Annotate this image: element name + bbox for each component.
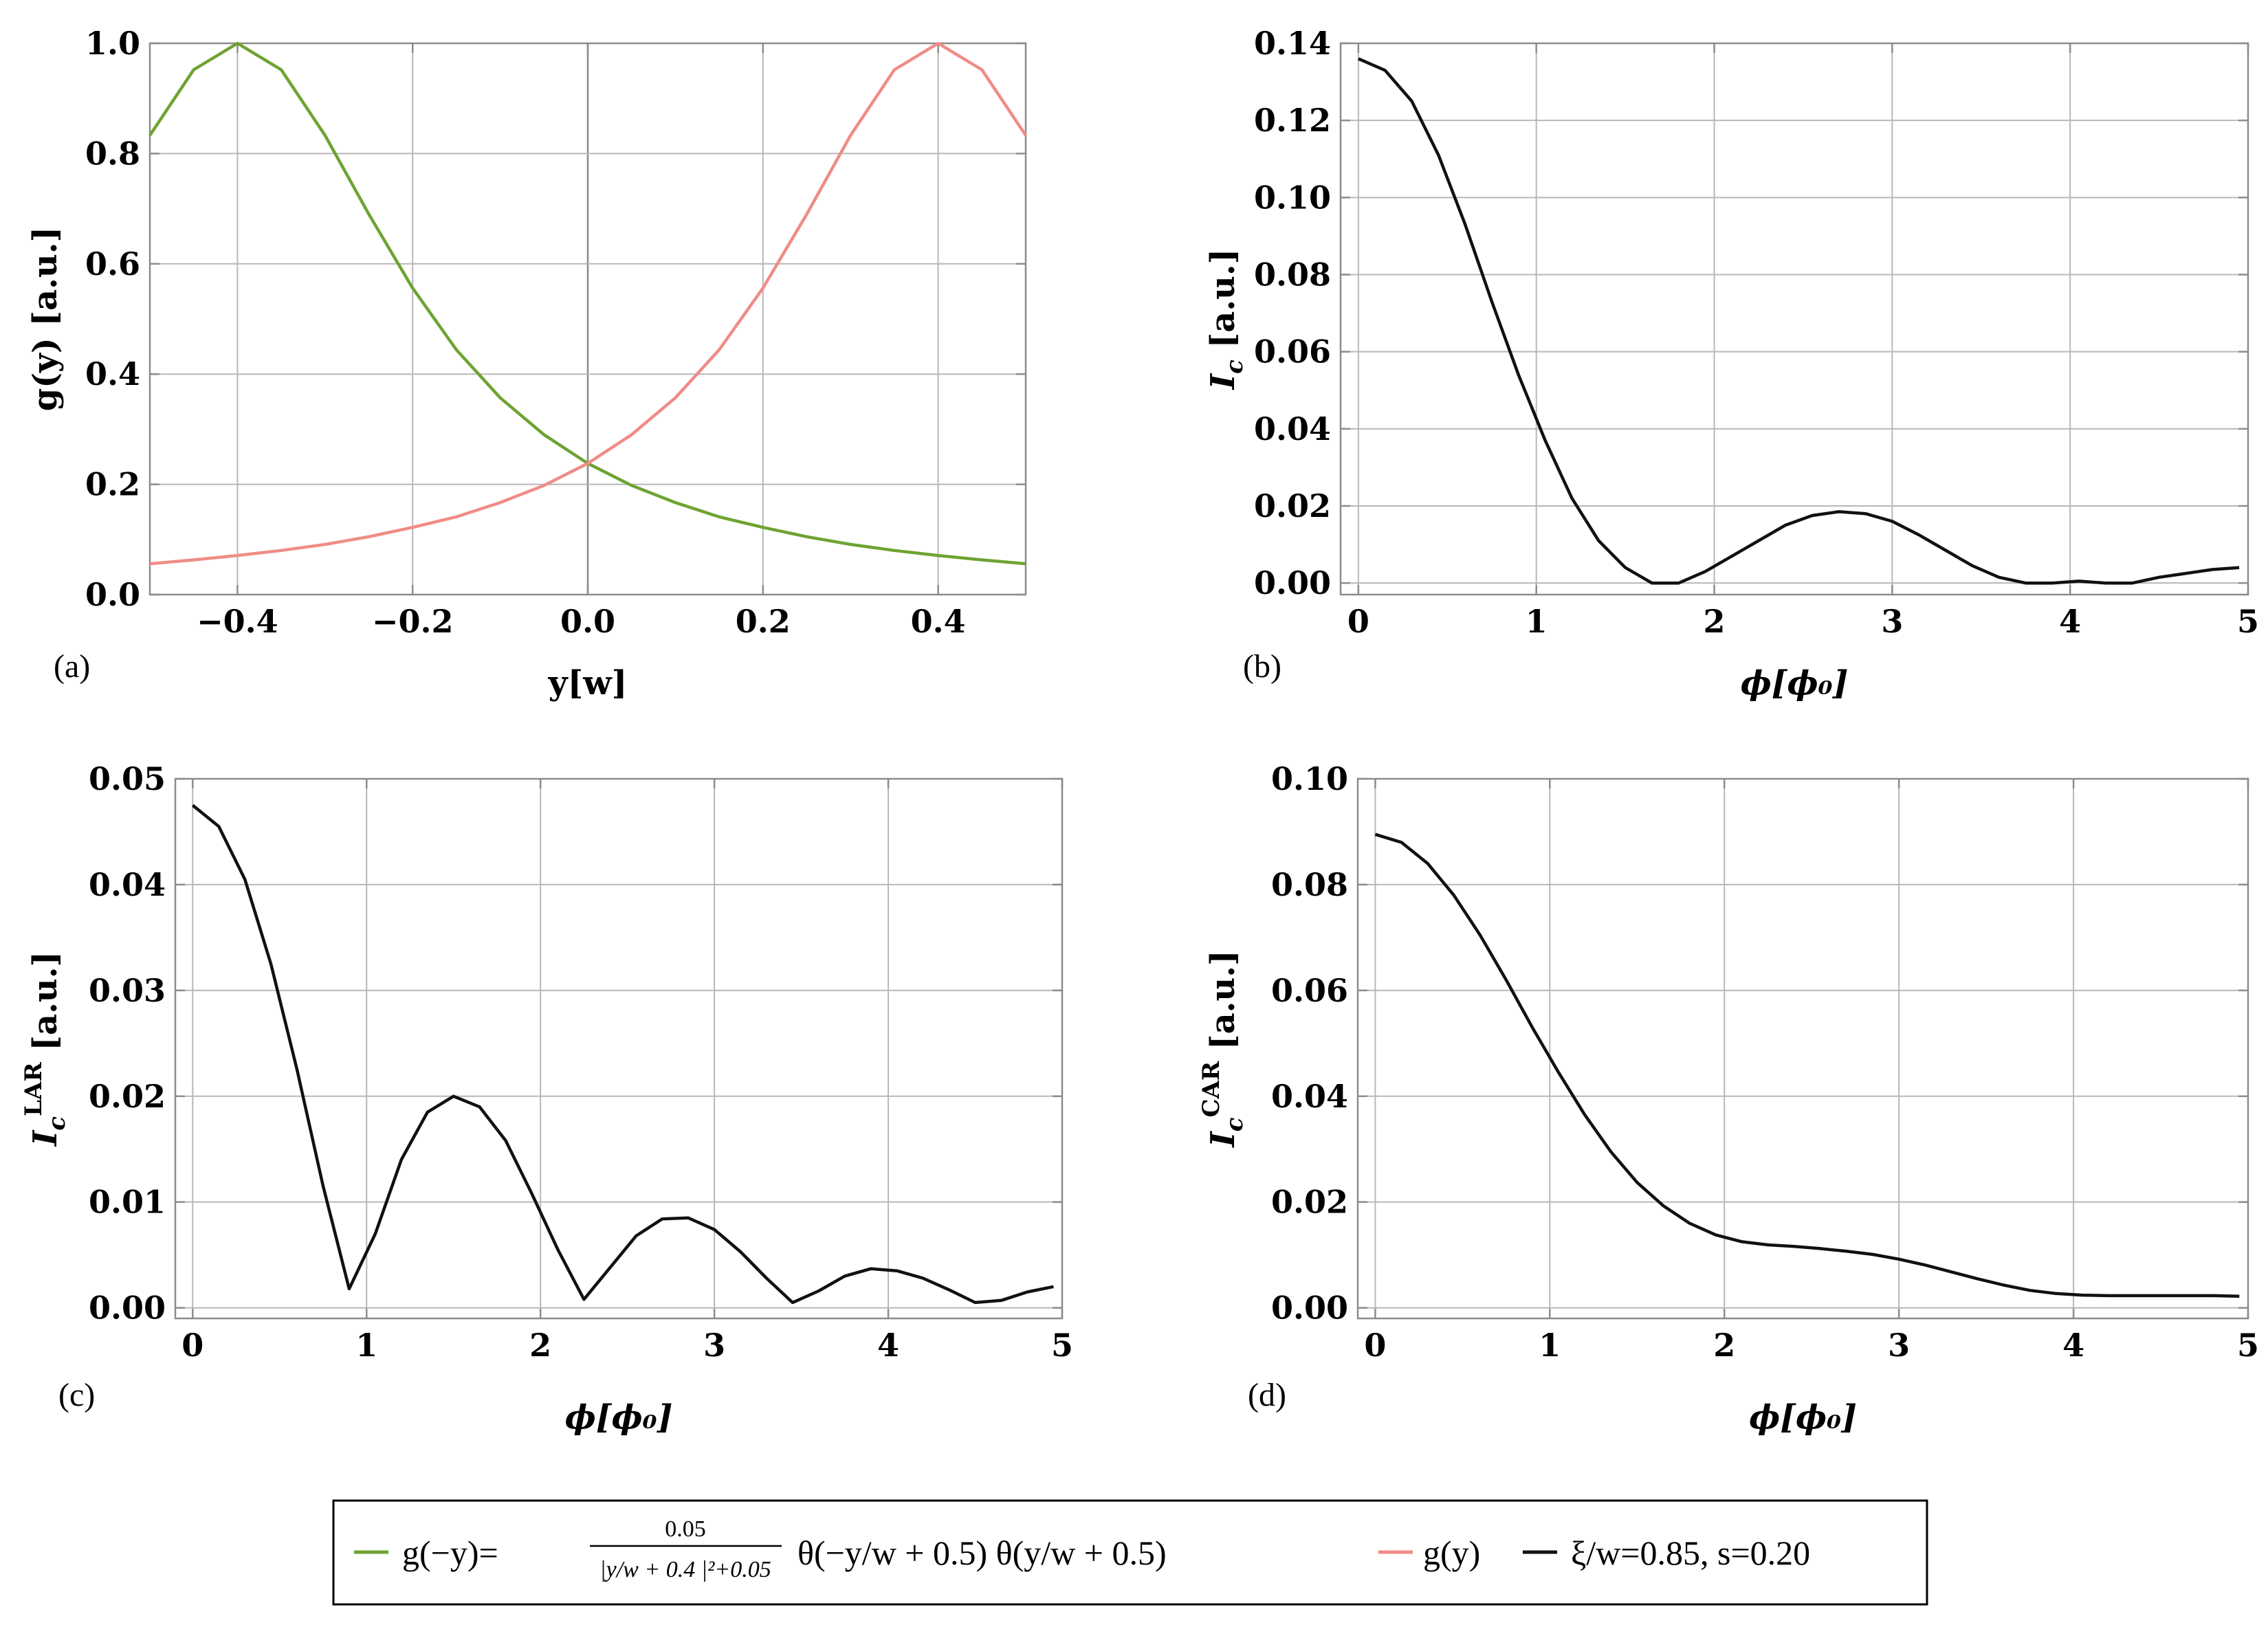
y-tick-label: 0.02 <box>1254 487 1331 524</box>
y-tick-label: 0.04 <box>1271 1078 1348 1115</box>
y-tick-label: 0.10 <box>1254 179 1331 216</box>
y-tick-label: 0.02 <box>1271 1184 1348 1221</box>
legend-fraction-numerator: 0.05 <box>665 1516 706 1542</box>
x-tick-label: 1 <box>1526 603 1548 640</box>
y-tick-label: 0.00 <box>89 1290 166 1327</box>
y-axis-label: Ic [a.u.] <box>1204 249 1248 391</box>
x-axis-label: y[w] <box>548 664 628 703</box>
x-tick-label: 0.4 <box>911 603 966 640</box>
x-tick-label: 1 <box>355 1327 377 1364</box>
y-tick-label: 0.08 <box>1271 866 1348 903</box>
y-axis-label: g(y) [a.u.] <box>26 227 65 411</box>
x-tick-label: 2 <box>529 1327 551 1364</box>
y-tick-label: 0.05 <box>89 760 166 797</box>
y-tick-label: 0.0 <box>85 576 140 613</box>
y-tick-label: 0.00 <box>1254 564 1331 601</box>
panel-label: (c) <box>58 1377 95 1413</box>
x-tick-label: 4 <box>2059 603 2081 640</box>
x-tick-label: 5 <box>2237 603 2259 640</box>
legend-entry2: g(y) <box>1423 1534 1480 1572</box>
x-tick-label: 3 <box>703 1327 725 1364</box>
legend: g(−y)= 0.05 |y/w + 0.4 |²+0.05 θ(−y/w + … <box>332 1499 1928 1606</box>
legend-entry1-theta: θ(−y/w + 0.5) θ(y/w + 0.5) <box>797 1534 1167 1572</box>
legend-frame <box>332 1499 1928 1606</box>
legend-entry3: ξ/w=0.85, s=0.20 <box>1571 1534 1810 1572</box>
y-tick-label: 0.10 <box>1271 760 1348 797</box>
y-axis-label: IcLAR [a.u.] <box>20 951 71 1147</box>
y-tick-label: 0.2 <box>85 466 140 503</box>
series-line <box>1358 57 2240 585</box>
plot-frame <box>1339 42 2249 596</box>
x-axis-label: ϕ[ϕ₀] <box>565 1398 673 1437</box>
panel-a-g-of-y: −0.4 −0.2 0.0 0.2 0.4 0.0 0.2 0.4 0.6 0.8 1.0 (a) y[… <box>26 25 1027 703</box>
panel-c-lar-current: 0 1 2 3 4 5 0.00 0.01 0.02 0.03 0.04 0.05 (c) ϕ[ϕ₀] Ic… <box>20 760 1073 1437</box>
x-tick-label: 2 <box>1704 603 1726 640</box>
x-tick-label: 5 <box>1051 1327 1073 1364</box>
x-tick-label: −0.4 <box>197 603 278 640</box>
series-line <box>149 41 1027 566</box>
legend-fraction-denominator: |y/w + 0.4 |²+0.05 <box>599 1557 771 1582</box>
y-tick-label: 0.02 <box>89 1078 166 1115</box>
plot-frame <box>1356 777 2249 1320</box>
x-axis-label: ϕ[ϕ₀] <box>1749 1398 1857 1437</box>
series-line <box>1374 832 2240 1298</box>
y-tick-label: 0.14 <box>1254 25 1331 62</box>
x-tick-label: 3 <box>1881 603 1903 640</box>
x-tick-label: 3 <box>1888 1327 1910 1364</box>
panel-label: (b) <box>1243 648 1281 685</box>
x-tick-label: −0.2 <box>372 603 454 640</box>
x-tick-label: 0.0 <box>560 603 615 640</box>
y-tick-label: 0.8 <box>85 135 140 172</box>
x-tick-label: 2 <box>1713 1327 1735 1364</box>
panel-label: (a) <box>54 648 90 685</box>
series-line <box>191 804 1054 1305</box>
x-tick-label: 1 <box>1539 1327 1561 1364</box>
plot-frame <box>174 777 1064 1320</box>
x-tick-label: 0 <box>1364 1327 1386 1364</box>
y-tick-label: 0.03 <box>89 972 166 1009</box>
y-tick-label: 0.06 <box>1254 333 1331 371</box>
x-tick-label: 4 <box>877 1327 899 1364</box>
y-tick-label: 0.4 <box>85 355 140 393</box>
y-tick-label: 0.01 <box>89 1184 166 1221</box>
x-tick-label: 0 <box>181 1327 203 1364</box>
y-tick-label: 0.04 <box>89 866 166 903</box>
y-tick-label: 0.12 <box>1254 102 1331 139</box>
y-axis-label: IcCAR [a.u.] <box>1198 950 1248 1148</box>
panel-b-critical-current: 0 1 2 3 4 5 0.00 0.02 0.04 0.06 0.08 0.10 0.12 0.14 (b… <box>1204 25 2259 703</box>
x-tick-label: 0 <box>1347 603 1369 640</box>
y-tick-label: 0.08 <box>1254 256 1331 294</box>
x-axis-label: ϕ[ϕ₀] <box>1741 664 1849 703</box>
x-tick-label: 0.2 <box>736 603 791 640</box>
legend-entry1-name: g(−y)= <box>402 1534 498 1572</box>
y-tick-label: 0.6 <box>85 245 140 283</box>
panel-d-car-current: 0 1 2 3 4 5 0.00 0.02 0.04 0.06 0.08 0.10 (d) ϕ[ϕ₀] Ic… <box>1198 760 2259 1437</box>
x-tick-label: 4 <box>2062 1327 2084 1364</box>
y-tick-label: 1.0 <box>85 25 140 62</box>
x-tick-label: 5 <box>2237 1327 2259 1364</box>
y-tick-label: 0.00 <box>1271 1290 1348 1327</box>
y-tick-label: 0.06 <box>1271 972 1348 1009</box>
y-tick-label: 0.04 <box>1254 410 1331 447</box>
panel-label: (d) <box>1248 1377 1286 1413</box>
